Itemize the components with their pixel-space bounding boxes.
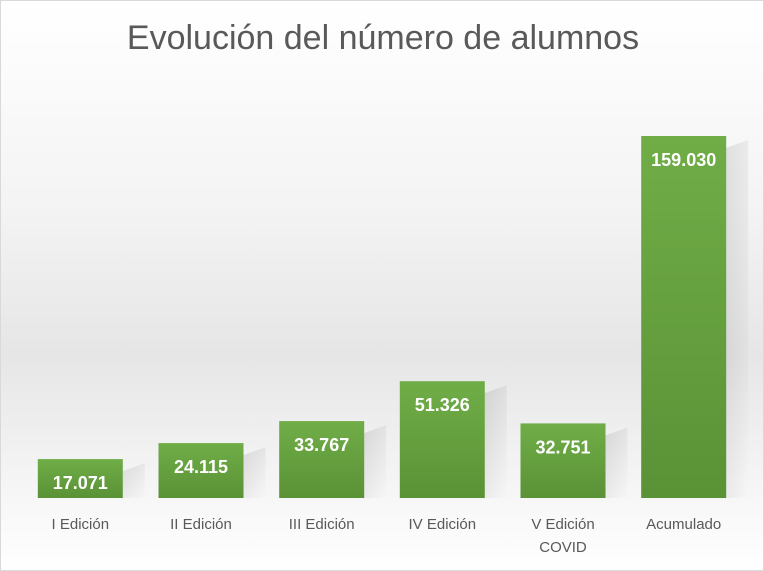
data-label: 24.115 (174, 457, 228, 477)
x-tick-label: IV Edición (409, 516, 477, 533)
bar (279, 421, 365, 498)
x-tick-label: I Edición (52, 516, 110, 533)
bar (399, 381, 485, 498)
data-label: 51.326 (415, 395, 470, 415)
bar (641, 136, 727, 498)
bar-shadow (364, 425, 387, 498)
bar (37, 459, 123, 498)
bar (158, 443, 244, 498)
data-labels-layer: 17.071 24.115 33.767 51.326 32.751 159.030 (53, 150, 716, 493)
x-tick-label-line: V Edición (531, 516, 594, 533)
data-label: 32.751 (535, 437, 590, 457)
x-tick-label: Acumulado (646, 516, 721, 533)
x-tick-label-line: II Edición (170, 516, 232, 533)
x-axis-tick-labels: I Edición II Edición III Edición IV Edición… (52, 516, 722, 556)
chart-title: Evolución del número de alumnos (126, 19, 640, 57)
data-label: 33.767 (294, 435, 349, 455)
bar-shadow (726, 140, 749, 498)
bar-shadow (605, 427, 628, 498)
x-tick-label-line: COVID (539, 539, 587, 556)
data-label: 159.030 (651, 150, 716, 170)
data-label: 17.071 (53, 473, 108, 493)
x-tick-label: II Edición (170, 516, 232, 533)
x-tick-label-line: Acumulado (646, 516, 721, 533)
x-tick-label: V Edición COVID (531, 516, 594, 556)
x-tick-label-line: III Edición (289, 516, 355, 533)
bar (520, 423, 606, 498)
x-tick-label-line: IV Edición (409, 516, 477, 533)
bar-shadow (243, 447, 266, 498)
bar-shadow (484, 385, 507, 498)
bars-layer (37, 136, 749, 498)
x-tick-label-line: I Edición (52, 516, 110, 533)
bar-shadow (122, 463, 145, 498)
x-tick-label: III Edición (289, 516, 355, 533)
